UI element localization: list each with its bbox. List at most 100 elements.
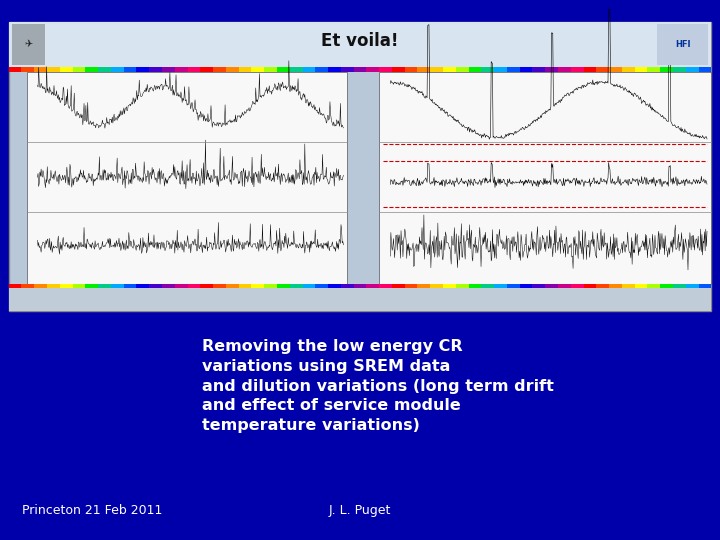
Bar xyxy=(315,284,328,288)
Bar xyxy=(379,72,711,284)
Bar xyxy=(673,68,686,72)
Bar xyxy=(507,68,520,72)
Text: J. L. Puget: J. L. Puget xyxy=(329,504,391,517)
Bar xyxy=(124,284,136,288)
Bar xyxy=(431,68,443,72)
Bar xyxy=(213,284,226,288)
Bar xyxy=(418,68,431,72)
Bar xyxy=(686,284,698,288)
Bar xyxy=(520,68,533,72)
Bar xyxy=(98,68,111,72)
Bar xyxy=(379,68,392,72)
Bar xyxy=(22,284,34,288)
Bar xyxy=(686,68,698,72)
Bar xyxy=(469,284,482,288)
Bar xyxy=(482,284,494,288)
Bar xyxy=(392,284,405,288)
Bar xyxy=(635,68,647,72)
Bar xyxy=(9,22,711,68)
Text: Removing the low energy CR
variations using SREM data
and dilution variations (l: Removing the low energy CR variations us… xyxy=(202,339,554,433)
Bar xyxy=(558,68,571,72)
Bar xyxy=(494,68,507,72)
Bar xyxy=(238,68,251,72)
Text: HFI: HFI xyxy=(675,40,690,49)
Bar xyxy=(533,68,545,72)
Bar xyxy=(660,284,673,288)
Bar xyxy=(289,284,302,288)
Bar xyxy=(9,68,22,72)
Bar xyxy=(405,284,418,288)
Bar xyxy=(341,284,354,288)
Bar xyxy=(200,68,213,72)
Bar xyxy=(366,284,379,288)
Bar xyxy=(596,68,609,72)
Bar xyxy=(264,284,277,288)
Bar xyxy=(136,68,149,72)
Bar xyxy=(660,68,673,72)
Bar xyxy=(162,68,175,72)
Bar xyxy=(251,284,264,288)
Bar xyxy=(315,68,328,72)
Bar xyxy=(47,284,60,288)
Bar xyxy=(60,68,73,72)
Bar xyxy=(366,68,379,72)
Text: Standard Radiation Monitor: Standard Radiation Monitor xyxy=(118,30,602,62)
Bar xyxy=(111,68,124,72)
Bar xyxy=(98,284,111,288)
Text: ✈: ✈ xyxy=(24,39,33,50)
Bar xyxy=(175,284,187,288)
Bar xyxy=(251,68,264,72)
Bar xyxy=(187,284,200,288)
Bar xyxy=(27,72,347,284)
Bar xyxy=(302,284,315,288)
Bar xyxy=(47,68,60,72)
Bar xyxy=(213,68,226,72)
Bar xyxy=(354,284,366,288)
Bar xyxy=(443,68,456,72)
Bar xyxy=(379,284,392,288)
Bar xyxy=(328,284,341,288)
Bar xyxy=(443,284,456,288)
Bar xyxy=(187,68,200,72)
Bar xyxy=(622,68,635,72)
Bar xyxy=(418,284,431,288)
Bar xyxy=(111,284,124,288)
Text: Princeton 21 Feb 2011: Princeton 21 Feb 2011 xyxy=(22,504,162,517)
Bar xyxy=(289,68,302,72)
Bar xyxy=(277,68,289,72)
Bar xyxy=(162,284,175,288)
Bar xyxy=(545,284,558,288)
Bar xyxy=(149,68,162,72)
Bar xyxy=(622,284,635,288)
Bar xyxy=(507,284,520,288)
Bar xyxy=(596,284,609,288)
Bar xyxy=(9,284,711,310)
Bar xyxy=(520,284,533,288)
Bar xyxy=(175,68,187,72)
Bar xyxy=(226,284,238,288)
Bar xyxy=(85,68,98,72)
Bar xyxy=(609,284,622,288)
Bar xyxy=(149,284,162,288)
Bar xyxy=(469,68,482,72)
Bar xyxy=(73,68,85,72)
Bar xyxy=(558,284,571,288)
Bar xyxy=(354,68,366,72)
Bar xyxy=(85,284,98,288)
Bar xyxy=(456,68,469,72)
Bar xyxy=(392,68,405,72)
Bar xyxy=(124,68,136,72)
Bar xyxy=(238,284,251,288)
Bar xyxy=(635,284,647,288)
Bar xyxy=(73,284,85,288)
Bar xyxy=(698,68,711,72)
Bar xyxy=(12,24,45,65)
Bar xyxy=(456,284,469,288)
Bar xyxy=(584,68,596,72)
Bar xyxy=(9,22,711,310)
Bar xyxy=(34,68,47,72)
Bar xyxy=(328,68,341,72)
Bar xyxy=(698,284,711,288)
Bar xyxy=(431,284,443,288)
Bar xyxy=(200,284,213,288)
